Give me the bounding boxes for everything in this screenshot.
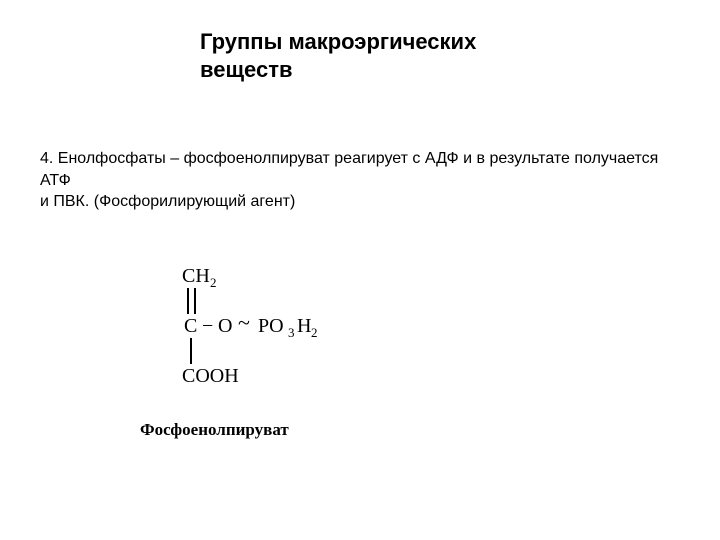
chem-caption: Фосфоенолпируват xyxy=(140,420,289,439)
chem-cooh: COOH xyxy=(182,365,239,387)
chem-po-sub: 3 xyxy=(288,325,295,340)
chem-ch: CH xyxy=(182,265,210,287)
chemical-structure: CH 2 C − O ~ PO 3 H 2 COOH Фосфоенолпиру… xyxy=(140,260,390,460)
chem-c: C xyxy=(184,315,197,337)
slide-title: Группы макроэргических веществ xyxy=(200,28,560,83)
slide: Группы макроэргических веществ 4. Енолфо… xyxy=(0,0,720,540)
chem-dash: − xyxy=(202,315,213,337)
chem-po: PO xyxy=(258,315,284,337)
body-paragraph: 4. Енолфосфаты – фосфоенолпируват реагир… xyxy=(40,148,680,213)
chem-h-sub: 2 xyxy=(311,325,318,340)
chem-h: H xyxy=(297,315,311,337)
chem-ch-sub: 2 xyxy=(210,275,217,290)
chem-tilde: ~ xyxy=(238,310,250,335)
chem-o: O xyxy=(218,315,232,337)
